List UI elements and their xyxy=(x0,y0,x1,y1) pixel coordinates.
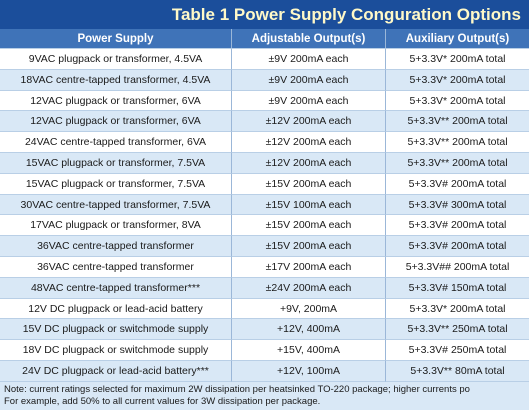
table-cell: 5+3.3V** 80mA total xyxy=(386,361,529,382)
header-cell: Adjustable Output(s) xyxy=(232,29,386,49)
table-cell: 18V DC plugpack or switchmode supply xyxy=(0,340,232,361)
table-cell: 24V DC plugpack or lead-acid battery*** xyxy=(0,360,232,382)
header-row: Power Supply Adjustable Output(s) Auxiliar… xyxy=(0,29,529,49)
table-cell: ±17V 200mA each xyxy=(232,256,386,278)
table-cell: 5+3.3V** 200mA total xyxy=(386,153,529,174)
table-cell: 5+3.3V# 250mA total xyxy=(386,340,529,361)
table: Power Supply Adjustable Output(s) Auxiliar… xyxy=(0,29,529,382)
table-cell: 5+3.3V# 150mA total xyxy=(386,278,529,299)
table-cell: +15V, 400mA xyxy=(232,340,386,361)
table-cell: +9V, 200mA xyxy=(232,298,386,320)
table-cell: ±12V 200mA each xyxy=(232,152,386,174)
table-cell: ±9V 200mA each xyxy=(232,49,386,70)
table-cell: ±9V 200mA each xyxy=(232,90,386,112)
table-cell: 5+3.3V* 200mA total xyxy=(386,70,529,91)
table-title: Table 1 Power Supply Conguration Options xyxy=(0,0,529,29)
table-cell: 15VAC plugpack or transformer, 7.5VA xyxy=(0,173,232,195)
table-cell: 5+3.3V# 200mA total xyxy=(386,215,529,237)
table-cell: 18VAC centre-tapped transformer, 4.5VA xyxy=(0,69,232,91)
table-cell: 36VAC centre-tapped transformer xyxy=(0,256,232,278)
table-row: 12V DC plugpack or lead-acid battery +9V,… xyxy=(0,298,529,320)
header-cell: Auxiliary Output(s) xyxy=(386,29,529,49)
table-cell: 5+3.3V# 200mA total xyxy=(386,174,529,195)
header-cell: Power Supply xyxy=(0,29,232,49)
table-row: 9VAC plugpack or transformer, 4.5VA ±9V 2… xyxy=(0,49,529,70)
table-cell: 12VAC plugpack or transformer, 6VA xyxy=(0,90,232,112)
table-row: 30VAC centre-tapped transformer, 7.5VA ±1… xyxy=(0,194,529,216)
table-row: 36VAC centre-tapped transformer ±17V 200m… xyxy=(0,256,529,278)
table-row: 48VAC centre-tapped transformer*** ±24V 2… xyxy=(0,277,529,299)
table-cell: ±15V 200mA each xyxy=(232,173,386,195)
table-row: 36VAC centre-tapped transformer ±15V 200m… xyxy=(0,236,529,257)
table-cell: 12V DC plugpack or lead-acid battery xyxy=(0,298,232,320)
table-row: 17VAC plugpack or transformer, 8VA ±15V 2… xyxy=(0,215,529,237)
table-cell: 24VAC centre-tapped transformer, 6VA xyxy=(0,132,232,153)
table-cell: 5+3.3V# 300mA total xyxy=(386,195,529,216)
table-row: 24V DC plugpack or lead-acid battery*** +… xyxy=(0,360,529,382)
table-row: 15VAC plugpack or transformer, 7.5VA ±15V… xyxy=(0,173,529,195)
table-cell: ±15V 200mA each xyxy=(232,215,386,237)
table-cell: 5+3.3V** 200mA total xyxy=(386,111,529,133)
table-row: 24VAC centre-tapped transformer, 6VA ±12V… xyxy=(0,132,529,153)
note-line: Note: current ratings selected for maxim… xyxy=(4,384,470,395)
note-line: For example, add 50% to all current valu… xyxy=(4,396,321,407)
table-cell: 17VAC plugpack or transformer, 8VA xyxy=(0,215,232,237)
table-cell: 5+3.3V* 200mA total xyxy=(386,299,529,320)
table-cell: 12VAC plugpack or transformer, 6VA xyxy=(0,111,232,133)
table-cell: ±15V 200mA each xyxy=(232,236,386,257)
table-cell: ±9V 200mA each xyxy=(232,69,386,91)
table-cell: +12V, 400mA xyxy=(232,319,386,341)
table-cell: 9VAC plugpack or transformer, 4.5VA xyxy=(0,49,232,70)
table-cell: ±24V 200mA each xyxy=(232,277,386,299)
table-row: 15VAC plugpack or transformer, 7.5VA ±12V… xyxy=(0,152,529,174)
table-row: 12VAC plugpack or transformer, 6VA ±9V 20… xyxy=(0,90,529,112)
table-cell: 5+3.3V# 200mA total xyxy=(386,236,529,257)
table-cell: 15V DC plugpack or switchmode supply xyxy=(0,319,232,341)
table-cell: 5+3.3V** 200mA total xyxy=(386,132,529,153)
table-cell: 48VAC centre-tapped transformer*** xyxy=(0,277,232,299)
table-cell: ±12V 200mA each xyxy=(232,132,386,153)
table-cell: 5+3.3V* 200mA total xyxy=(386,91,529,112)
table-row: 18V DC plugpack or switchmode supply +15V… xyxy=(0,340,529,361)
table-cell: 15VAC plugpack or transformer, 7.5VA xyxy=(0,152,232,174)
table-note: Note: current ratings selected for maxim… xyxy=(0,382,529,410)
table-cell: 36VAC centre-tapped transformer xyxy=(0,236,232,257)
table-row: 18VAC centre-tapped transformer, 4.5VA ±9… xyxy=(0,69,529,91)
table-row: 12VAC plugpack or transformer, 6VA ±12V 2… xyxy=(0,111,529,133)
table-cell: 5+3.3V** 250mA total xyxy=(386,319,529,341)
table-cell: 5+3.3V## 200mA total xyxy=(386,257,529,278)
table-cell: 5+3.3V* 200mA total xyxy=(386,49,529,70)
table-row: 15V DC plugpack or switchmode supply +12V… xyxy=(0,319,529,341)
table-cell: ±12V 200mA each xyxy=(232,111,386,133)
table-cell: 30VAC centre-tapped transformer, 7.5VA xyxy=(0,194,232,216)
table-cell: +12V, 100mA xyxy=(232,360,386,382)
table-cell: ±15V 100mA each xyxy=(232,194,386,216)
